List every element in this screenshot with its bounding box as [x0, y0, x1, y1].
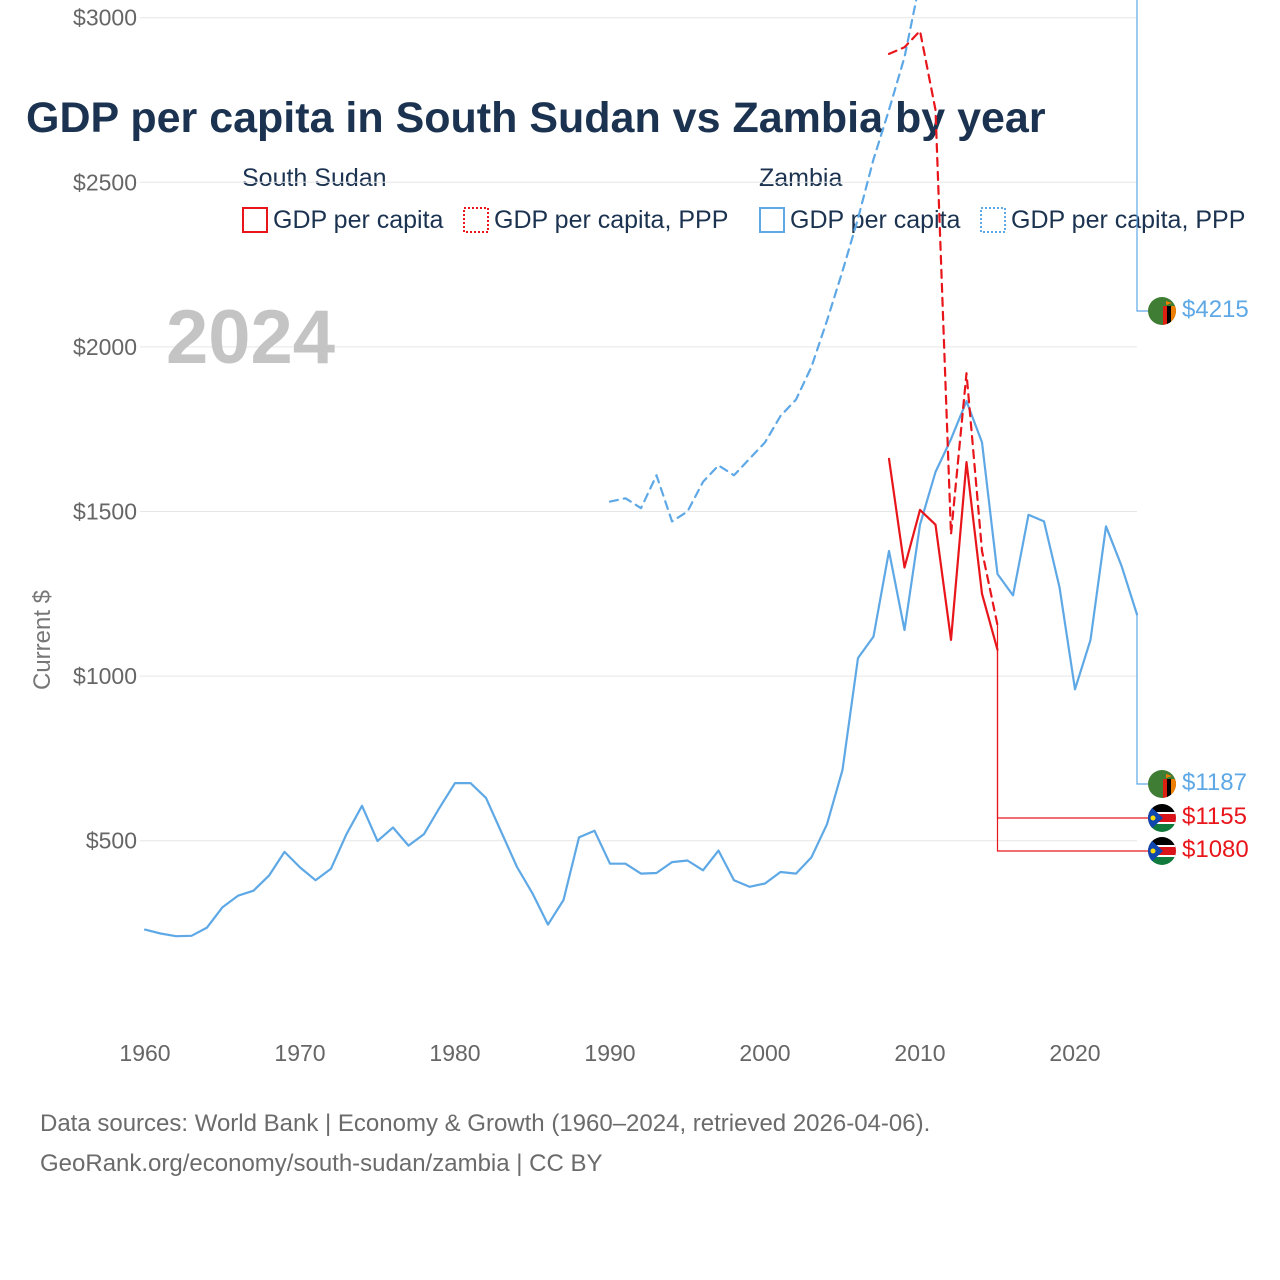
end-label-connector: [996, 625, 1148, 819]
end-label-connector: [1136, 614, 1148, 785]
series-line-south-sudan-gdp-per-capita[interactable]: [887, 457, 999, 651]
south-sudan-flag-icon: [1148, 837, 1176, 865]
series-line-zambia-gdp-per-capita[interactable]: [143, 400, 1139, 938]
grid-lines: [140, 17, 1137, 842]
x-tick-label: 2010: [894, 1040, 945, 1066]
legend-group-zambia: Zambia: [759, 164, 842, 192]
y-tick-label: $1000: [73, 663, 137, 689]
end-label-connectors: [996, 0, 1148, 852]
legend-label-zambia-ppp[interactable]: GDP per capita, PPP: [1011, 206, 1245, 234]
series-line-south-sudan-gdp-per-capita-ppp[interactable]: [887, 29, 999, 627]
end-label-south-sudan-ppp: $1155: [1182, 803, 1247, 830]
chart-title: GDP per capita in South Sudan vs Zambia …: [26, 94, 1046, 142]
source-url[interactable]: GeoRank.org/economy/south-sudan/zambia |…: [40, 1150, 603, 1177]
y-tick-label: $2000: [73, 334, 137, 360]
legend-swatch-south-sudan-gdp: [242, 207, 268, 233]
end-label-zambia-gdp: $1187: [1182, 769, 1247, 796]
end-label-zambia-ppp: $4215: [1182, 296, 1249, 323]
x-tick-label: 1970: [274, 1040, 325, 1066]
series-line-zambia-gdp-per-capita-ppp[interactable]: [608, 0, 1137, 523]
legend-swatch-zambia-ppp: [980, 207, 1006, 233]
end-label-connector: [1136, 0, 1148, 312]
legend-label-zambia-gdp[interactable]: GDP per capita: [790, 206, 961, 234]
zambia-flag-icon: [1148, 770, 1176, 798]
y-axis-title: Current $: [29, 590, 56, 690]
legend-group-south-sudan: South Sudan: [242, 164, 387, 192]
y-tick-label: $500: [86, 828, 137, 854]
legend-label-south-sudan-gdp[interactable]: GDP per capita: [273, 206, 444, 234]
source-note: Data sources: World Bank | Economy & Gro…: [40, 1110, 930, 1137]
legend: South Sudan GDP per capita GDP per capit…: [242, 164, 1245, 234]
south-sudan-flag-icon: [1148, 804, 1176, 832]
y-axis-ticks: $500$1000$1500$2000$2500$3000$3500$4000: [73, 5, 137, 854]
x-tick-label: 1990: [584, 1040, 635, 1066]
y-tick-label: $1500: [73, 499, 137, 525]
legend-label-south-sudan-ppp[interactable]: GDP per capita, PPP: [494, 206, 728, 234]
x-tick-label: 2000: [739, 1040, 790, 1066]
end-label-south-sudan-gdp: $1080: [1182, 836, 1249, 863]
legend-swatch-zambia-gdp: [759, 207, 785, 233]
legend-swatch-south-sudan-ppp: [463, 207, 489, 233]
y-tick-label: $2500: [73, 169, 137, 195]
x-axis-ticks: 1960 1970 1980 1990 2000 2010 2020: [119, 1040, 1100, 1066]
zambia-flag-icon: [1148, 297, 1176, 325]
year-watermark: 2024: [166, 295, 335, 380]
x-tick-label: 1980: [429, 1040, 480, 1066]
x-tick-label: 1960: [119, 1040, 170, 1066]
y-tick-label: $3000: [73, 5, 137, 31]
series-lines: [143, 0, 1139, 938]
end-label-connector: [996, 649, 1148, 852]
x-tick-label: 2020: [1049, 1040, 1100, 1066]
